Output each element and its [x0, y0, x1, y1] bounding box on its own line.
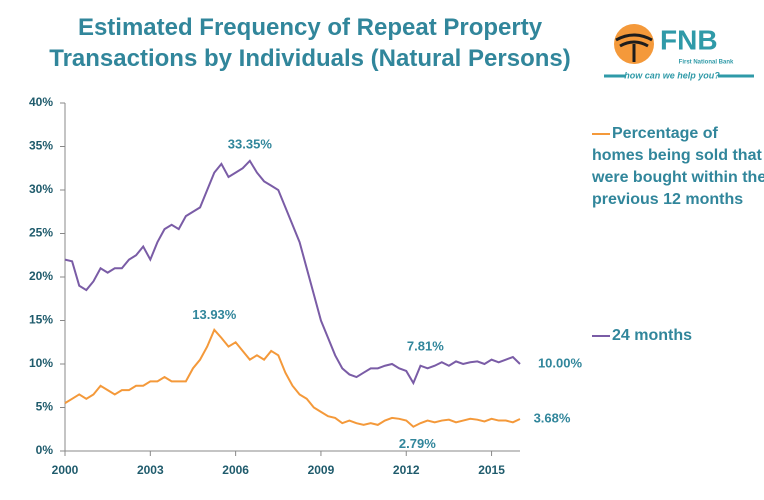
chart-title: Estimated Frequency of Repeat Property T…: [49, 14, 571, 72]
y-tick-label: 5%: [36, 400, 54, 414]
logo-bar: [604, 70, 754, 81]
y-tick-label: 20%: [29, 269, 53, 283]
y-tick-label: 15%: [29, 313, 53, 327]
logo-name: FNB: [660, 24, 718, 55]
y-tick-label: 25%: [29, 226, 53, 240]
annotation: 7.81%: [407, 338, 444, 353]
y-tick-label: 35%: [29, 139, 53, 153]
x-tick-label: 2000: [52, 463, 79, 477]
x-tick-label: 2015: [478, 463, 505, 477]
x-tick-label: 2012: [393, 463, 420, 477]
logo-tagline: how can we help you?: [624, 70, 720, 80]
logo-tree: [615, 33, 653, 62]
legend-label: 24 months: [612, 327, 693, 344]
annotation: 2.79%: [399, 436, 436, 451]
y-tick-label: 10%: [29, 356, 53, 370]
x-tick-label: 2006: [222, 463, 249, 477]
legend-swatch: [592, 334, 610, 337]
legend-entry: 24 months: [592, 325, 764, 347]
y-tick-label: 40%: [29, 95, 53, 109]
legend-label: Percentage of homes being sold that were…: [592, 125, 764, 208]
annotation: 13.93%: [192, 307, 237, 322]
y-tick-label: 30%: [29, 182, 53, 196]
legend-entry: Percentage of homes being sold that were…: [592, 123, 764, 211]
annotation: 33.35%: [228, 136, 273, 151]
line-series: [64, 327, 521, 428]
line-series: [64, 159, 521, 386]
annotation: 10.00%: [538, 355, 583, 370]
y-tick-label: 0%: [36, 443, 54, 457]
logo: FNB First National Bank how can we help …: [604, 24, 754, 81]
x-tick-label: 2009: [308, 463, 335, 477]
x-tick-label: 2003: [137, 463, 164, 477]
annotation: 3.68%: [534, 410, 571, 425]
legend-swatch: [592, 132, 610, 135]
logo-subtitle: First National Bank: [679, 60, 734, 66]
